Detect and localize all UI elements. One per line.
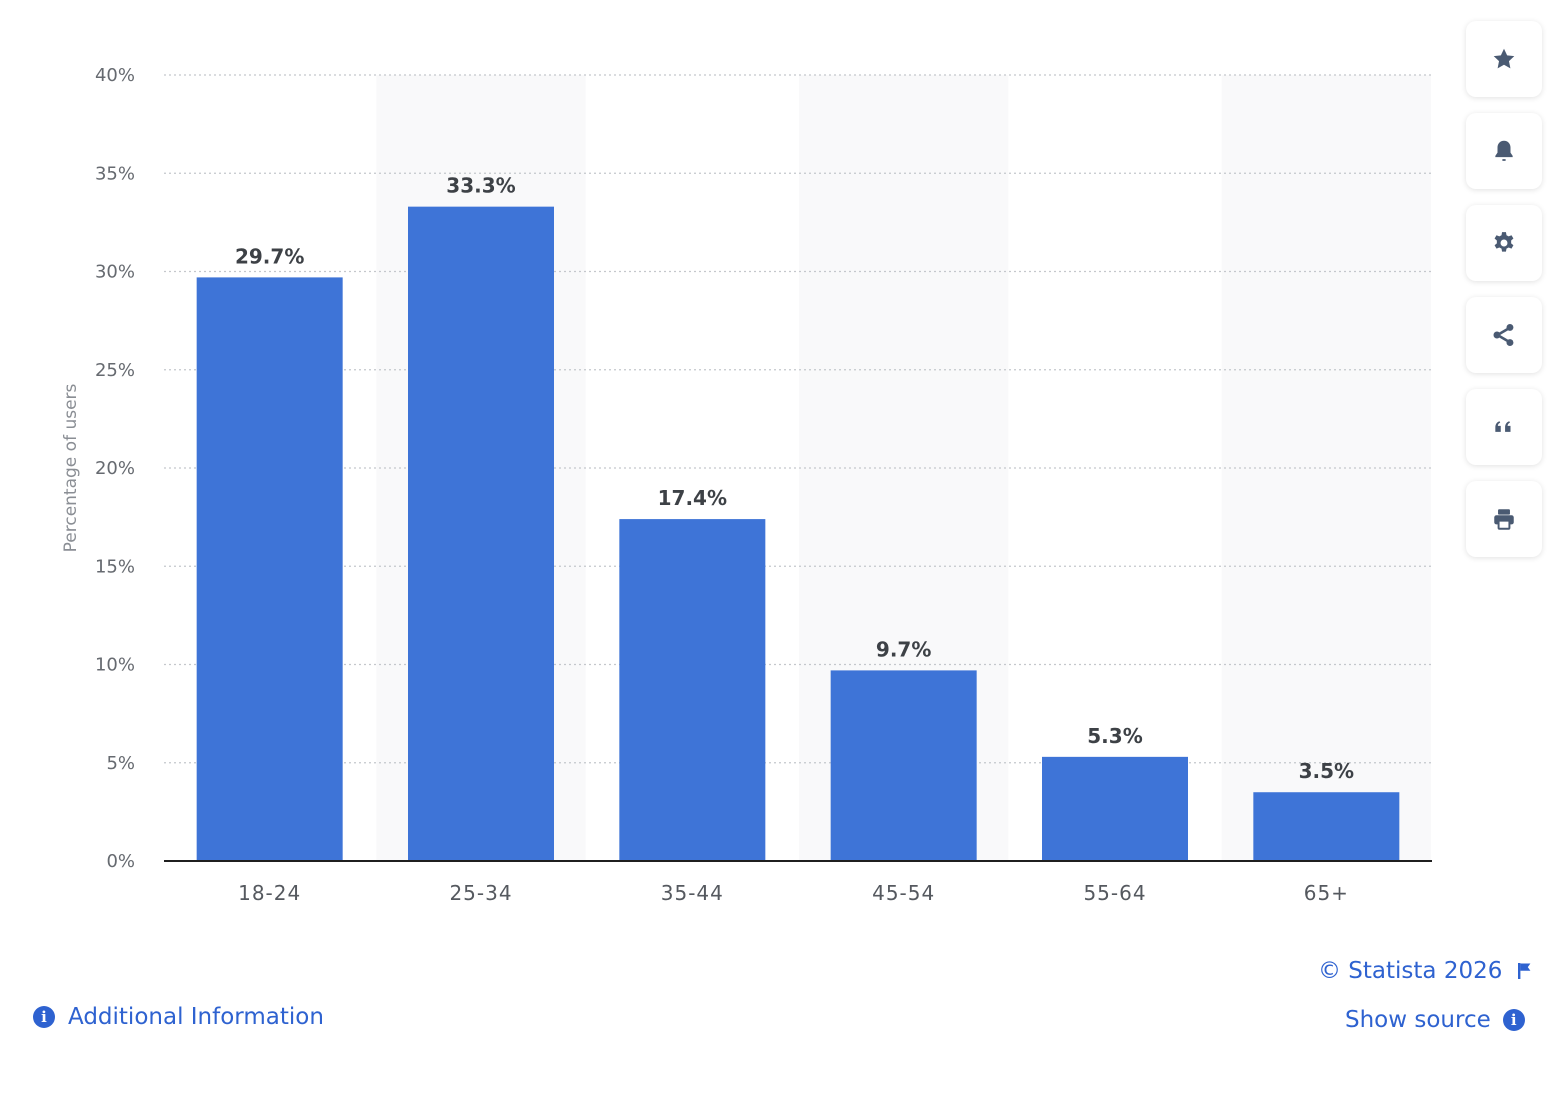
category-band — [1221, 75, 1431, 861]
data-labels: 29.7% 33.3% 17.4% 9.7% 5.3% 3.5% — [235, 174, 1354, 784]
bar-55-64[interactable] — [1042, 756, 1188, 861]
y-tick-label: 20% — [95, 458, 135, 479]
favorite-button[interactable] — [1466, 21, 1542, 97]
share-icon — [1493, 323, 1514, 347]
copyright-link[interactable]: © Statista 2026 — [1318, 958, 1534, 984]
y-tick-label: 5% — [106, 753, 135, 774]
printer-icon — [1494, 509, 1514, 530]
bar-65+[interactable] — [1253, 792, 1400, 861]
y-axis-ticks: 0% 5% 10% 15% 20% 25% 30% 35% 40% — [95, 65, 135, 872]
quote-icon — [1495, 421, 1511, 432]
data-label: 33.3% — [446, 174, 515, 198]
data-label: 3.5% — [1299, 759, 1354, 783]
bar-chart: 0% 5% 10% 15% 20% 25% 30% 35% 40% 29.7% 33.3% 17.4… — [61, 65, 1432, 905]
settings-button[interactable] — [1466, 205, 1542, 281]
star-icon — [1493, 48, 1515, 69]
print-button[interactable] — [1466, 481, 1542, 557]
alternating-category-bands — [376, 75, 1431, 861]
x-tick-label: 65+ — [1304, 881, 1349, 905]
gridlines — [164, 74, 1432, 764]
data-label: 29.7% — [235, 244, 304, 268]
y-tick-label: 30% — [95, 262, 135, 283]
y-axis-title: Percentage of users — [61, 383, 81, 552]
bars — [196, 206, 1400, 861]
notification-button[interactable] — [1466, 113, 1542, 189]
cite-button[interactable] — [1466, 389, 1542, 465]
chart-toolbar — [1466, 21, 1542, 573]
share-button[interactable] — [1466, 297, 1542, 373]
y-tick-label: 15% — [95, 556, 135, 577]
info-icon: i — [1502, 1009, 1525, 1031]
data-label: 9.7% — [876, 637, 931, 661]
bar-18-24[interactable] — [196, 277, 343, 861]
y-tick-label: 0% — [106, 851, 135, 872]
additional-information-link[interactable]: i Additional Information — [33, 1004, 324, 1030]
copyright-text: © Statista 2026 — [1318, 958, 1503, 984]
x-tick-label: 45-54 — [872, 881, 935, 905]
y-tick-label: 35% — [95, 163, 135, 184]
bell-icon — [1495, 140, 1513, 161]
x-tick-label: 25-34 — [449, 881, 512, 905]
x-tick-label: 35-44 — [661, 881, 724, 905]
data-label: 5.3% — [1087, 724, 1142, 748]
x-tick-label: 55-64 — [1083, 881, 1146, 905]
show-source-link[interactable]: Show source i — [1345, 1007, 1525, 1033]
bar-45-54[interactable] — [830, 670, 977, 861]
y-tick-label: 25% — [95, 360, 135, 381]
data-label: 17.4% — [658, 486, 727, 510]
additional-information-text: Additional Information — [68, 1004, 324, 1030]
y-tick-label: 10% — [95, 655, 135, 676]
bar-35-44[interactable] — [619, 519, 766, 861]
y-tick-label: 40% — [95, 65, 135, 86]
gear-icon — [1494, 232, 1514, 252]
flag-icon — [1518, 963, 1531, 979]
show-source-text: Show source — [1345, 1007, 1491, 1033]
bar-25-34[interactable] — [408, 206, 554, 861]
x-tick-label: 18-24 — [238, 881, 301, 905]
info-icon: i — [33, 1006, 55, 1028]
x-axis-labels: 18-24 25-34 35-44 45-54 55-64 65+ — [238, 881, 1349, 905]
